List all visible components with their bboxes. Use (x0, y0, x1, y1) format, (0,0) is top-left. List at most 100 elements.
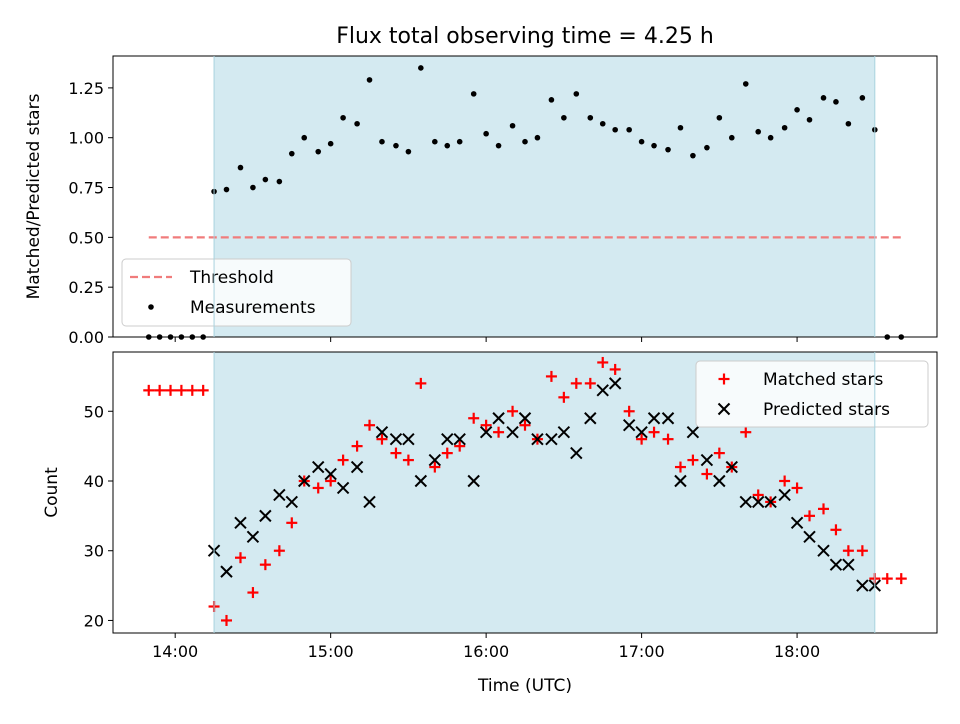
predicted-star-point (246, 530, 260, 543)
matched-star-point (687, 454, 699, 466)
measurement-point (742, 81, 749, 87)
measurement-point (704, 144, 710, 151)
predicted-star-point (285, 495, 298, 509)
y-tick-label: 0.75 (68, 179, 104, 198)
predicted-star-point (608, 377, 622, 390)
measurement-point (327, 140, 334, 147)
predicted-star-point (298, 474, 311, 488)
matched-star-point (220, 614, 232, 626)
count-panel: 20 30 40 50 14:00 15:00 16:00 17:00 18:00 Count… (42, 351, 938, 696)
legend-threshold-label: Threshold (189, 268, 274, 288)
measurement-point (599, 120, 606, 127)
y-tick-label: 0.00 (68, 328, 104, 347)
measurement-point (716, 114, 723, 121)
measurement-point (626, 126, 632, 133)
predicted-star-point (752, 495, 765, 509)
bottom-legend: Matched stars Predicted stars (695, 360, 929, 428)
predicted-star-point (531, 432, 544, 446)
legend-matched-label: Matched stars (763, 370, 883, 390)
predicted-star-point (803, 530, 816, 543)
measurement-point (534, 134, 541, 141)
matched-star-point (674, 461, 686, 473)
measurement-point (393, 142, 399, 149)
x-tick-label: 15:00 (308, 642, 354, 661)
matched-star-point (364, 419, 376, 431)
matched-star-point (480, 419, 492, 431)
matched-star-point (584, 377, 596, 389)
measurement-point (612, 126, 618, 133)
y-tick-label: 1.00 (68, 129, 104, 148)
predicted-stars-points (207, 377, 882, 592)
predicted-star-point (336, 481, 350, 495)
measurement-point (495, 142, 502, 149)
matched-star-point (175, 384, 187, 396)
matched-star-point (441, 447, 453, 459)
predicted-star-point (661, 412, 675, 425)
matched-star-point (779, 475, 791, 487)
measurement-point (587, 114, 594, 121)
predicted-star-point (686, 425, 700, 439)
matched-star-point (830, 524, 842, 536)
matched-star-point (286, 517, 298, 529)
measurement-point (262, 176, 269, 183)
matched-star-point (351, 440, 363, 452)
matched-star-point (247, 587, 259, 599)
matched-star-point (791, 482, 803, 494)
predicted-star-point (467, 474, 480, 488)
predicted-star-point (739, 495, 752, 509)
measurement-point (223, 186, 230, 193)
predicted-star-point (492, 412, 505, 425)
matched-star-point (519, 419, 531, 431)
predicted-star-point (817, 544, 830, 557)
matched-star-point (662, 433, 674, 445)
matched-star-point (701, 468, 713, 480)
matched-star-point (558, 391, 570, 403)
measurement-point (237, 164, 244, 171)
chart-title: Flux total observing time = 4.25 h (336, 24, 714, 49)
matched-star-point (468, 412, 480, 424)
predicted-star-point (596, 384, 609, 397)
measurement-point (548, 97, 555, 103)
matched-star-point (713, 447, 725, 459)
matched-star-point (804, 510, 816, 522)
bottom-axes-frame (112, 351, 938, 634)
matched-star-point (273, 545, 285, 557)
matched-star-point (325, 475, 337, 487)
measurement-point (767, 134, 774, 141)
measurement-point (522, 138, 528, 145)
x-axis-label: Time (UTC) (477, 676, 572, 696)
matched-star-point (570, 377, 582, 389)
matched-star-point (740, 426, 752, 438)
legend-matched-swatch (718, 373, 730, 385)
predicted-star-point (273, 488, 286, 502)
predicted-star-point (622, 419, 636, 432)
x-tick-label: 16:00 (463, 642, 509, 661)
matched-star-point (312, 482, 324, 494)
y-tick-label: 1.25 (68, 79, 104, 98)
predicted-star-point (584, 412, 597, 425)
measurement-point (432, 138, 438, 145)
top-y-ticks: 0.00 0.25 0.50 0.75 1.00 1.25 (68, 79, 113, 347)
matched-star-point (165, 384, 177, 396)
measurement-point (315, 148, 322, 155)
measurement-point (781, 124, 788, 131)
y-tick-label: 30 (84, 542, 104, 561)
matched-star-point (154, 384, 166, 396)
measurement-point (366, 77, 373, 83)
predicted-star-point (324, 467, 337, 481)
measurement-point (444, 142, 451, 149)
predicted-star-point (635, 425, 648, 439)
measurement-point (690, 152, 696, 159)
predicted-star-point (647, 412, 661, 425)
predicted-star-point (350, 460, 364, 474)
measurement-point (665, 146, 671, 153)
matched-star-point (337, 454, 349, 466)
measurement-point (470, 91, 477, 97)
predicted-star-point (402, 432, 415, 446)
predicted-star-point (363, 495, 376, 509)
y-tick-label: 0.25 (68, 278, 104, 297)
measurement-point (638, 138, 645, 145)
matched-star-point (197, 384, 209, 396)
y-tick-label: 0.50 (68, 228, 104, 247)
predicted-star-point (700, 453, 714, 467)
